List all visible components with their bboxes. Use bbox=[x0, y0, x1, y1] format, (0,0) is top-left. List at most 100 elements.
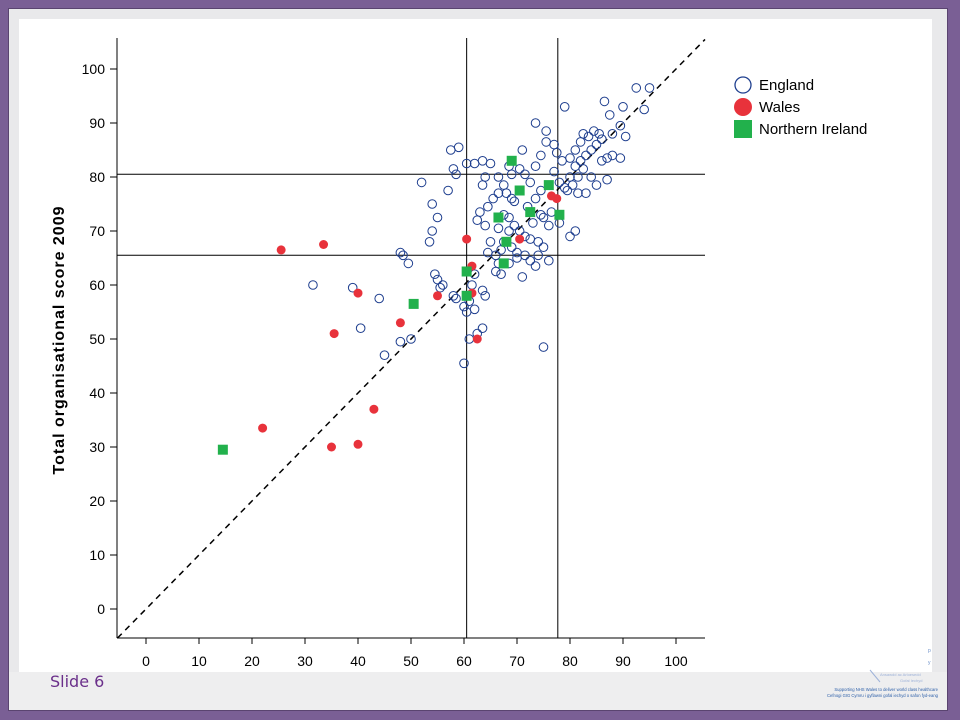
filled-square-marker-icon bbox=[734, 120, 752, 138]
england-data-point bbox=[554, 177, 565, 188]
england-data-point bbox=[435, 282, 445, 293]
england-data-point bbox=[631, 83, 642, 93]
england-data-point bbox=[509, 220, 520, 231]
northern-ireland-data-point bbox=[461, 266, 472, 277]
england-data-point bbox=[480, 220, 491, 231]
england-data-point bbox=[602, 153, 612, 163]
x-tick-label: 40 bbox=[350, 653, 366, 669]
y-tick-label: 80 bbox=[89, 169, 105, 185]
england-data-point bbox=[591, 139, 602, 150]
england-data-point bbox=[461, 307, 472, 317]
england-data-point bbox=[599, 96, 610, 107]
england-data-point bbox=[591, 180, 602, 190]
england-data-point bbox=[581, 188, 591, 198]
england-data-point bbox=[639, 104, 650, 115]
england-data-point bbox=[424, 237, 435, 247]
x-tick-label: 50 bbox=[403, 653, 419, 669]
legend-item-northern-ireland: Northern Ireland bbox=[733, 118, 867, 140]
wales-data-point bbox=[369, 404, 379, 414]
wales-data-point bbox=[515, 234, 525, 244]
england-data-point bbox=[374, 293, 385, 304]
england-data-point bbox=[578, 129, 589, 139]
england-data-point bbox=[530, 161, 541, 171]
england-data-point bbox=[480, 291, 491, 301]
england-data-point bbox=[536, 210, 546, 220]
england-data-point bbox=[530, 193, 541, 204]
england-data-point bbox=[538, 212, 549, 223]
northern-ireland-data-point bbox=[501, 236, 512, 247]
england-data-point bbox=[525, 177, 536, 188]
y-tick-label: 50 bbox=[89, 331, 105, 347]
england-data-point bbox=[504, 212, 514, 223]
england-data-point bbox=[448, 164, 459, 174]
england-data-point bbox=[575, 156, 586, 166]
legend-item-england: England bbox=[733, 74, 867, 96]
x-tick-label: 0 bbox=[142, 653, 150, 669]
wales-data-point bbox=[329, 329, 339, 339]
england-data-point bbox=[573, 172, 583, 182]
england-data-point bbox=[533, 237, 544, 247]
england-data-point bbox=[445, 145, 456, 155]
slide-content-area bbox=[19, 19, 932, 679]
england-data-point bbox=[607, 129, 618, 139]
chart-legend: England Wales Northern Ireland bbox=[733, 74, 867, 140]
england-data-point bbox=[469, 304, 480, 315]
england-data-point bbox=[469, 158, 480, 169]
northern-ireland-data-point bbox=[506, 155, 517, 166]
y-tick-label: 100 bbox=[82, 61, 106, 77]
y-tick-label: 70 bbox=[89, 223, 105, 239]
northern-ireland-data-point bbox=[498, 258, 509, 269]
england-data-point bbox=[498, 180, 509, 190]
england-data-point bbox=[530, 261, 541, 271]
y-tick-label: 30 bbox=[89, 439, 105, 455]
slide-number-label: Slide 6 bbox=[50, 672, 105, 691]
england-data-point bbox=[573, 188, 583, 198]
england-data-point bbox=[477, 156, 488, 166]
england-data-point bbox=[488, 193, 498, 204]
england-data-point bbox=[472, 215, 483, 225]
x-tick-label: 60 bbox=[456, 653, 472, 669]
england-data-point bbox=[549, 166, 559, 177]
northern-ireland-data-point bbox=[543, 180, 554, 191]
england-data-point bbox=[594, 129, 604, 139]
england-data-point bbox=[570, 161, 581, 171]
england-data-point bbox=[448, 291, 459, 301]
x-tick-label: 70 bbox=[509, 653, 525, 669]
england-data-point bbox=[355, 323, 366, 334]
england-data-point bbox=[554, 218, 565, 228]
england-data-point bbox=[597, 134, 607, 144]
england-data-point bbox=[514, 164, 525, 174]
y-tick-label: 0 bbox=[97, 601, 105, 617]
england-data-point bbox=[520, 169, 530, 180]
england-data-point bbox=[485, 237, 496, 247]
england-data-point bbox=[451, 169, 461, 180]
northern-ireland-data-point bbox=[461, 290, 472, 301]
england-data-point bbox=[493, 188, 504, 198]
england-data-point bbox=[559, 102, 570, 112]
england-data-point bbox=[438, 280, 448, 290]
y-tick-label: 40 bbox=[89, 385, 105, 401]
wales-data-point bbox=[327, 442, 336, 452]
england-data-point bbox=[528, 218, 538, 228]
wales-data-point bbox=[353, 288, 363, 298]
northern-ireland-data-point bbox=[217, 444, 228, 455]
england-data-point bbox=[544, 220, 554, 231]
england-data-point bbox=[544, 255, 554, 266]
england-data-point bbox=[395, 336, 406, 347]
england-data-point bbox=[615, 153, 626, 163]
y-tick-label: 20 bbox=[89, 493, 105, 509]
england-data-point bbox=[347, 282, 358, 293]
england-data-point bbox=[570, 226, 581, 236]
footer-line-english: Supporting NHS Wales to deliver world cl… bbox=[834, 687, 938, 692]
england-data-point bbox=[379, 350, 390, 361]
england-data-point bbox=[504, 226, 514, 236]
y-tick-label: 60 bbox=[89, 277, 105, 293]
england-data-point bbox=[602, 174, 612, 185]
y-axis-title: Total organisational score 2009 bbox=[51, 205, 68, 474]
england-data-point bbox=[578, 164, 589, 174]
england-data-point bbox=[395, 247, 406, 258]
x-tick-label: 10 bbox=[191, 653, 207, 669]
england-data-point bbox=[509, 196, 520, 207]
x-tick-label: 30 bbox=[297, 653, 313, 669]
legend-label-northern-ireland: Northern Ireland bbox=[759, 120, 868, 138]
